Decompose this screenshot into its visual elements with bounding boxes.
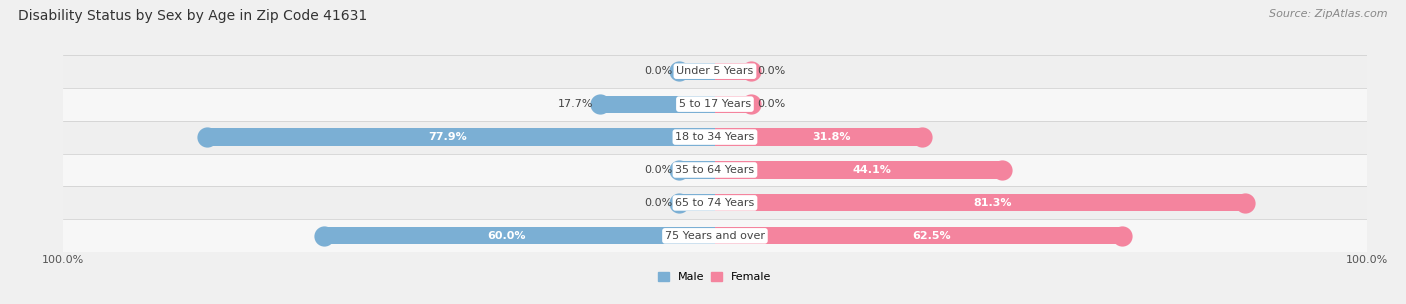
Text: 0.0%: 0.0%: [644, 165, 672, 175]
Text: 44.1%: 44.1%: [852, 165, 891, 175]
Legend: Male, Female: Male, Female: [658, 272, 772, 282]
Bar: [716, 129, 922, 146]
Bar: [716, 227, 1122, 244]
Bar: [716, 194, 1244, 212]
Bar: [63, 88, 1367, 121]
Bar: [679, 63, 716, 80]
Bar: [63, 154, 1367, 186]
Text: Under 5 Years: Under 5 Years: [676, 66, 754, 76]
Bar: [716, 161, 1002, 178]
Bar: [679, 194, 716, 212]
Bar: [63, 121, 1367, 154]
Text: 0.0%: 0.0%: [758, 66, 786, 76]
Bar: [679, 161, 716, 178]
Text: 0.0%: 0.0%: [644, 198, 672, 208]
Text: 65 to 74 Years: 65 to 74 Years: [675, 198, 755, 208]
Text: 0.0%: 0.0%: [644, 66, 672, 76]
Text: 17.7%: 17.7%: [558, 99, 593, 109]
Bar: [63, 219, 1367, 252]
Text: 0.0%: 0.0%: [758, 99, 786, 109]
Bar: [63, 186, 1367, 219]
Text: 35 to 64 Years: 35 to 64 Years: [675, 165, 755, 175]
Text: 81.3%: 81.3%: [973, 198, 1012, 208]
Bar: [207, 129, 716, 146]
Text: 77.9%: 77.9%: [429, 132, 467, 142]
Text: 5 to 17 Years: 5 to 17 Years: [679, 99, 751, 109]
Bar: [716, 95, 751, 113]
Bar: [323, 227, 716, 244]
Text: 62.5%: 62.5%: [912, 231, 950, 241]
Bar: [716, 63, 751, 80]
Text: 31.8%: 31.8%: [813, 132, 851, 142]
Bar: [63, 55, 1367, 88]
Text: 18 to 34 Years: 18 to 34 Years: [675, 132, 755, 142]
Text: Disability Status by Sex by Age in Zip Code 41631: Disability Status by Sex by Age in Zip C…: [18, 9, 367, 23]
Text: 60.0%: 60.0%: [486, 231, 526, 241]
Bar: [599, 95, 716, 113]
Text: Source: ZipAtlas.com: Source: ZipAtlas.com: [1270, 9, 1388, 19]
Text: 75 Years and over: 75 Years and over: [665, 231, 765, 241]
